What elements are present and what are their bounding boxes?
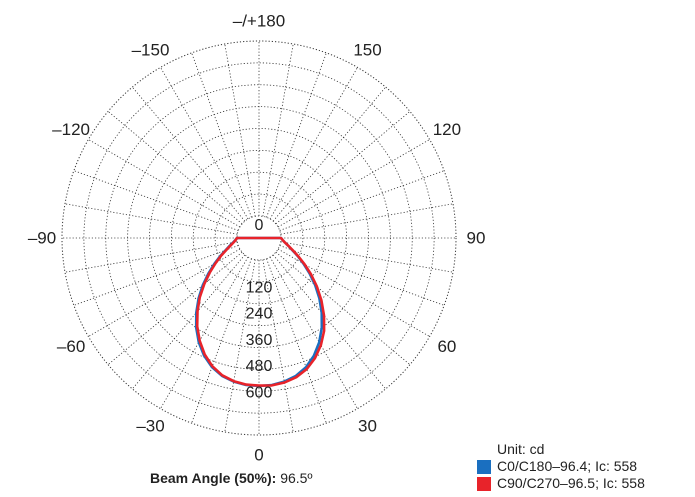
grid-spoke	[269, 67, 358, 220]
series-curve-c90-c270	[195, 236, 326, 387]
grid-spoke	[160, 256, 249, 409]
legend: Unit: cd C0/C180–96.4; Ic: 558 C90/C270–…	[477, 441, 645, 492]
radial-tick-label: 0	[255, 217, 264, 234]
grid-circle	[61, 40, 457, 436]
grid-spoke	[191, 52, 252, 218]
grid-spoke	[262, 43, 294, 217]
legend-swatch-blue	[477, 459, 491, 474]
grid-spoke	[88, 139, 241, 228]
angle-label: –/+180	[233, 12, 285, 31]
angle-label: 120	[433, 120, 461, 139]
grid-spoke	[279, 170, 445, 231]
grid-spoke	[107, 111, 243, 225]
grid-circle	[83, 62, 435, 414]
grid-spoke	[272, 254, 386, 390]
legend-swatch-red	[477, 476, 491, 491]
angle-label: –120	[52, 120, 90, 139]
beam-angle-caption: Beam Angle (50%): 96.5º	[150, 470, 313, 486]
grid-spoke	[73, 245, 239, 306]
grid-circle	[214, 193, 304, 283]
angle-label: 60	[437, 337, 456, 356]
grid-spoke	[266, 52, 327, 218]
grid-spoke	[224, 43, 256, 217]
angle-label: 90	[467, 229, 486, 248]
grid-spoke	[269, 256, 358, 409]
legend-unit: Unit: cd	[497, 441, 545, 457]
grid-spoke	[64, 203, 238, 235]
radial-tick-label: 360	[246, 332, 273, 349]
legend-item-c0-c180: C0/C180–96.4; Ic: 558	[477, 458, 645, 475]
grid-circle	[170, 149, 348, 327]
grid-spoke	[191, 258, 252, 424]
grid-spoke	[64, 241, 238, 273]
grid-spoke	[160, 67, 249, 220]
legend-label-c90-c270: C90/C270–96.5; Ic: 558	[497, 475, 645, 491]
grid-circle	[192, 171, 326, 305]
grid-spoke	[224, 259, 256, 433]
grid-spoke	[107, 251, 243, 365]
angle-labels: 0 30 60 90 120 150 –/+180 –150 –120 –90 –60 –30	[28, 12, 486, 465]
grid-spoke	[280, 241, 454, 273]
intensity-curves	[194, 236, 326, 388]
grid-spoke	[132, 254, 246, 390]
grid-spoke	[262, 259, 294, 433]
grid-spoke	[266, 258, 327, 424]
grid-spoke	[275, 251, 411, 365]
angle-label: –150	[132, 41, 170, 60]
radial-tick-label: 240	[246, 306, 273, 323]
radial-tick-label: 600	[246, 384, 273, 401]
grid-spoke	[280, 203, 454, 235]
radial-tick-labels: 0 120 240 360 480 600	[246, 217, 273, 401]
angle-label: –90	[28, 229, 56, 248]
polar-grid	[61, 40, 457, 436]
radial-tick-label: 480	[246, 358, 273, 375]
angle-label: –60	[57, 337, 85, 356]
legend-label-c0-c180: C0/C180–96.4; Ic: 558	[497, 458, 638, 474]
grid-spoke	[277, 139, 430, 228]
grid-spoke	[275, 111, 411, 225]
grid-spoke	[132, 86, 246, 222]
radial-tick-label: 120	[246, 279, 273, 296]
angle-label: –30	[136, 416, 164, 435]
grid-spoke	[73, 170, 239, 231]
angle-label: 150	[353, 41, 381, 60]
beam-angle-value: 96.5º	[280, 470, 313, 486]
angle-label: 0	[254, 446, 263, 465]
legend-item-c90-c270: C90/C270–96.5; Ic: 558	[477, 475, 645, 492]
angle-label: 30	[358, 416, 377, 435]
grid-spoke	[279, 245, 445, 306]
beam-angle-label: Beam Angle (50%):	[150, 470, 277, 486]
grid-spoke	[272, 86, 386, 222]
